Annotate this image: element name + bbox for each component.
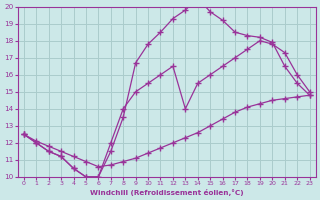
X-axis label: Windchill (Refroidissement éolien,°C): Windchill (Refroidissement éolien,°C) [90,189,244,196]
